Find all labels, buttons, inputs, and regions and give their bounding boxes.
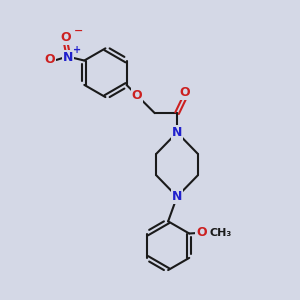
Text: O: O: [132, 89, 142, 102]
Text: O: O: [180, 86, 190, 99]
Text: N: N: [172, 190, 182, 203]
Text: N: N: [172, 126, 182, 139]
Text: +: +: [73, 44, 81, 55]
Text: O: O: [60, 31, 71, 44]
Text: O: O: [44, 53, 55, 66]
Text: O: O: [196, 226, 207, 239]
Text: N: N: [63, 51, 73, 64]
Text: CH₃: CH₃: [209, 228, 231, 238]
Text: −: −: [74, 26, 83, 36]
